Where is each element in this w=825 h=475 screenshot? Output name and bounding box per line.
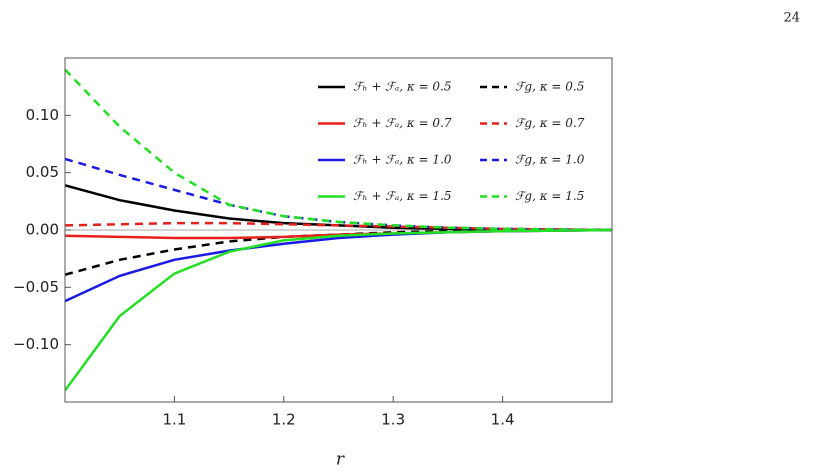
legend-label: ℱₕ + ℱₐ, κ = 1.0	[353, 153, 452, 167]
y-tick-label: 0.00	[26, 221, 59, 239]
legend-label: ℱg, κ = 0.5	[515, 80, 584, 94]
y-tick-label: 0.05	[26, 163, 59, 181]
x-tick-label: 1.1	[162, 411, 186, 429]
legend-label: ℱₕ + ℱₐ, κ = 0.5	[353, 80, 452, 94]
series-line	[65, 221, 612, 232]
legend-label: ℱₕ + ℱₐ, κ = 0.7	[353, 116, 452, 130]
legend-label: ℱg, κ = 1.5	[515, 189, 584, 203]
x-tick-label: 1.3	[381, 411, 405, 429]
x-axis-label: r	[336, 450, 345, 470]
x-tick-label: 1.2	[272, 411, 296, 429]
series-line	[65, 228, 612, 392]
page-number: 24	[783, 11, 800, 26]
plot-area	[65, 68, 612, 392]
y-tick-label: −0.05	[13, 278, 59, 296]
legend-label: ℱg, κ = 1.0	[515, 153, 585, 167]
y-tick-label: 0.10	[26, 106, 59, 124]
y-tick-label: −0.10	[13, 335, 59, 353]
legend: ℱₕ + ℱₐ, κ = 0.5 ℱg, κ = 0.5 ℱₕ + ℱₐ, κ = …	[318, 80, 585, 203]
series-line	[65, 228, 612, 303]
x-tick-label: 1.4	[491, 411, 515, 429]
series-line	[65, 68, 612, 232]
legend-label: ℱₕ + ℱₐ, κ = 1.5	[353, 189, 452, 203]
legend-label: ℱg, κ = 0.7	[515, 116, 585, 130]
